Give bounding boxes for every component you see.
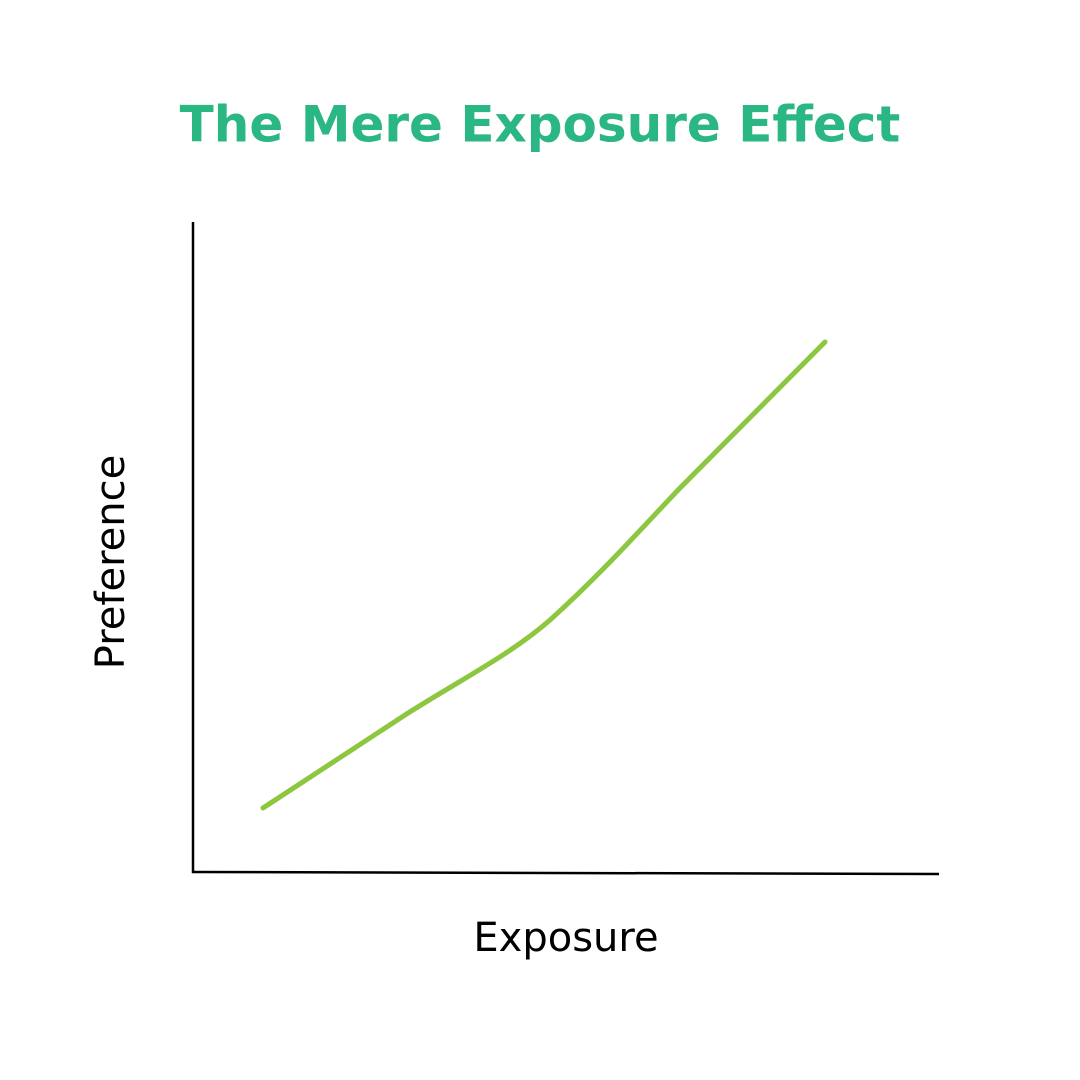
trend-curve [260, 339, 828, 811]
x-axis-line [191, 870, 940, 876]
title: The Mere Exposure Effect [180, 96, 901, 154]
y-axis-label: Preference [88, 455, 134, 669]
x-axis-label: Exposure [473, 915, 658, 961]
